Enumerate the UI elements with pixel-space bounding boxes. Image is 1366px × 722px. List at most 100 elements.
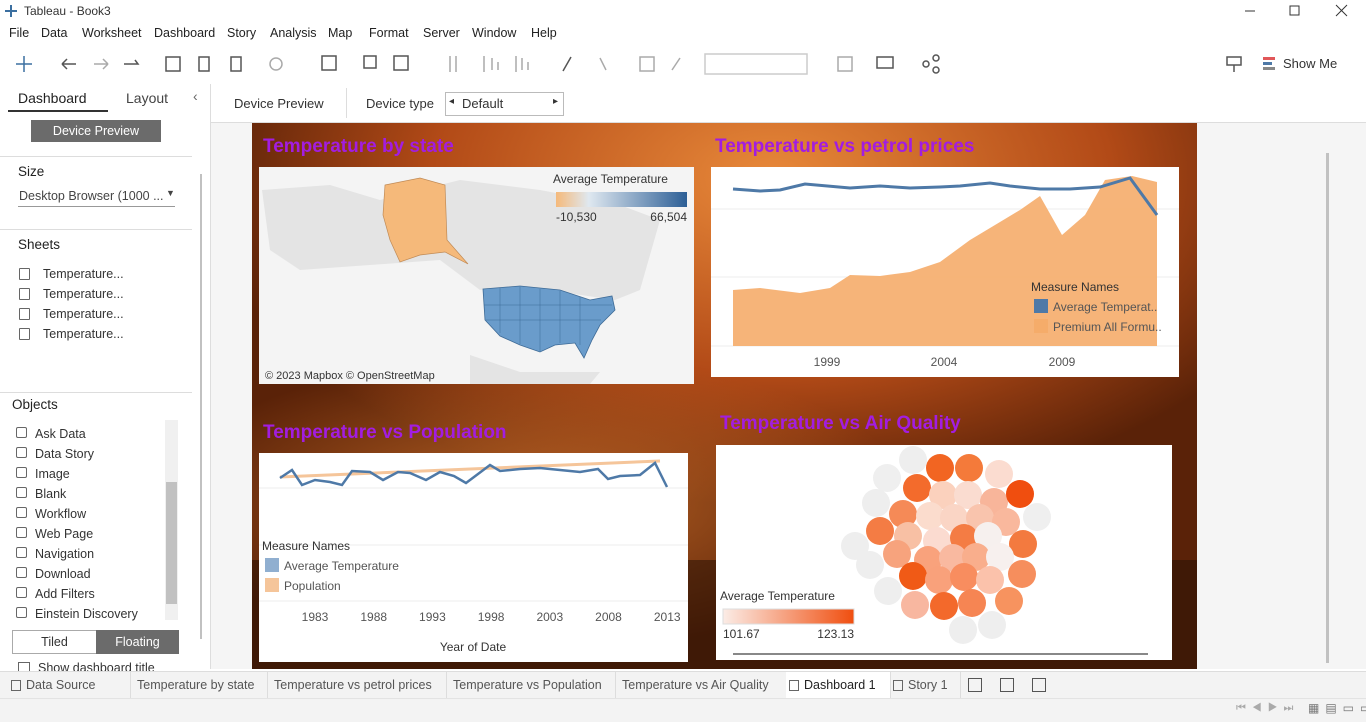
bubble[interactable] [986,543,1014,571]
new-sheet-button[interactable] [1000,678,1014,692]
toolbar-icons[interactable] [0,44,960,84]
menu-item[interactable]: File [9,26,30,40]
bubble[interactable] [955,454,983,482]
menu-item[interactable]: Analysis [270,26,317,40]
sheet-tab[interactable]: Story 1 [890,672,961,698]
bubble[interactable] [889,500,917,528]
sheet-tab[interactable]: Temperature vs Air Quality [615,672,787,698]
bubble[interactable] [916,502,944,530]
bubble[interactable] [856,551,884,579]
bubble[interactable] [954,481,982,509]
new-sheet-button[interactable] [1032,678,1046,692]
object-item[interactable]: Data Story [35,447,95,461]
menu-item[interactable]: Format [369,26,409,40]
object-item[interactable]: Ask Data [35,427,86,441]
view-controls[interactable]: ▦▤▭▭ [1308,701,1366,715]
bubble[interactable] [1008,560,1036,588]
bubble[interactable] [929,481,957,509]
object-item[interactable]: Navigation [35,547,95,561]
object-item[interactable]: Blank [35,487,67,501]
menu-item[interactable]: Server [423,26,460,40]
floating-button[interactable]: Floating [96,630,179,654]
sheet-tab[interactable]: Temperature vs Population [446,672,616,698]
bubble[interactable] [926,454,954,482]
nav-controls[interactable]: ⏮◀▶⏭ [1236,702,1300,714]
object-item[interactable]: Web Page [35,527,94,541]
bubble[interactable] [1006,480,1034,508]
dropdown-arrow[interactable]: ▼ [166,188,175,198]
object-item[interactable]: Einstein Discovery [35,607,138,621]
sheet-tab[interactable]: Dashboard 1 [786,672,891,698]
bubble[interactable] [862,489,890,517]
layout-tab[interactable]: Layout [126,90,169,106]
show-me[interactable]: Show Me [1283,56,1338,71]
tab-label[interactable]: Temperature vs petrol prices [274,678,432,692]
temperature-line[interactable] [279,461,669,488]
menu-item[interactable]: Help [531,26,557,40]
scrollbar[interactable] [165,420,178,620]
bubble[interactable] [978,611,1006,639]
device-preview-button[interactable]: Device Preview [31,120,161,142]
canvas-scrollbar[interactable] [1326,153,1329,663]
alaska-shape[interactable] [382,177,469,265]
bubble[interactable] [841,532,869,560]
sheet-tab[interactable]: Data Source [8,672,131,698]
window-controls[interactable] [1240,3,1355,19]
bubble[interactable] [974,522,1002,550]
population-line[interactable] [279,459,661,479]
sheet-item[interactable]: Temperature... [43,307,124,321]
device-preview-label[interactable]: Device Preview [234,96,324,111]
population-frame[interactable] [259,453,688,662]
menu-item[interactable]: Window [472,26,517,40]
bubble[interactable] [899,446,927,474]
bubble[interactable] [866,517,894,545]
menu-item[interactable]: Story [227,26,257,40]
object-item[interactable]: Download [35,567,91,581]
bubble[interactable] [976,566,1004,594]
show-me-icon[interactable] [1262,56,1278,72]
bubble[interactable] [873,464,901,492]
bubble[interactable] [1023,503,1051,531]
menu-item[interactable]: Map [328,26,353,40]
tab-label[interactable]: Story 1 [908,678,948,692]
tab-label[interactable]: Dashboard 1 [804,678,876,692]
bubble[interactable] [958,589,986,617]
bubble[interactable] [874,577,902,605]
tab-label[interactable]: Temperature vs Air Quality [622,678,769,692]
bubble[interactable] [883,540,911,568]
presentation-icon[interactable] [1224,54,1264,74]
bubble[interactable] [995,587,1023,615]
sheet-item[interactable]: Temperature... [43,327,124,341]
device-type-value[interactable]: Default [462,96,504,111]
sheet-tab[interactable]: Temperature by state [130,672,268,698]
bubble[interactable] [925,566,953,594]
dashboard-tab[interactable]: Dashboard [18,90,87,106]
sheet-item[interactable]: Temperature... [43,287,124,301]
sheet-item[interactable]: Temperature... [43,267,124,281]
object-item[interactable]: Add Filters [35,587,95,601]
tab-label[interactable]: Temperature by state [137,678,255,692]
bubble[interactable] [949,616,977,644]
size-dropdown[interactable]: Desktop Browser (1000 ... [19,189,164,203]
collapse-arrow[interactable]: ‹ [193,88,198,104]
tab-label[interactable]: Data Source [26,678,96,692]
object-item[interactable]: Workflow [35,507,87,521]
bubble[interactable] [903,474,931,502]
contiguous-states[interactable] [482,285,616,359]
bubble[interactable] [899,562,927,590]
bubble[interactable] [1009,530,1037,558]
bubble[interactable] [901,591,929,619]
bubble[interactable] [930,592,958,620]
object-item[interactable]: Image [35,467,70,481]
menu-item[interactable]: Worksheet [82,26,142,40]
petrol-area[interactable] [733,176,1157,346]
bubble[interactable] [950,563,978,591]
tab-label[interactable]: Temperature vs Population [453,678,602,692]
temperature-line[interactable] [732,176,1159,216]
sheet-tab[interactable]: Temperature vs petrol prices [267,672,447,698]
device-type-select[interactable]: ◂ Default ▸ [445,92,564,116]
menu-item[interactable]: Data [41,26,68,40]
panel-scrollbar[interactable] [200,174,202,639]
bubble[interactable] [985,460,1013,488]
menu-item[interactable]: Dashboard [154,26,216,40]
